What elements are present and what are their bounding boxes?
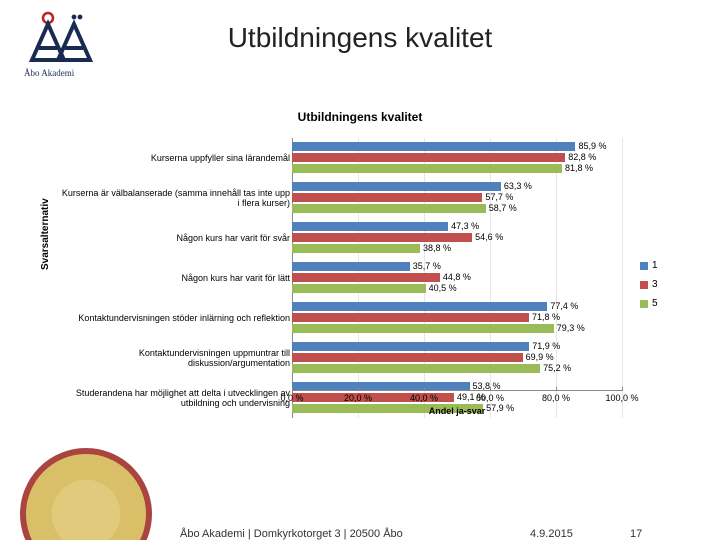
bar-value-label: 82,8 % xyxy=(568,152,596,162)
bar-value-label: 63,3 % xyxy=(504,181,532,191)
bar: 54,6 % xyxy=(292,233,472,242)
bar: 85,9 % xyxy=(292,142,575,151)
legend-item: 1 xyxy=(640,260,658,271)
bar-value-label: 40,5 % xyxy=(429,283,457,293)
bar: 35,7 % xyxy=(292,262,410,271)
bar: 47,3 % xyxy=(292,222,448,231)
legend-item: 5 xyxy=(640,298,658,309)
bar-value-label: 57,7 % xyxy=(485,192,513,202)
chart-row: Kurserna uppfyller sina lärandemål85,9 %… xyxy=(60,138,660,178)
bar-value-label: 35,7 % xyxy=(413,261,441,271)
x-tick-label: 80,0 % xyxy=(542,393,570,403)
bar-group: 85,9 %82,8 %81,8 % xyxy=(292,141,622,175)
bar-value-label: 38,8 % xyxy=(423,243,451,253)
bar: 81,8 % xyxy=(292,164,562,173)
x-axis-title: Andel ja-svar xyxy=(292,406,622,416)
y-axis-label: Svarsalternativ xyxy=(40,198,51,270)
category-label: Någon kurs har varit för svår xyxy=(60,218,290,258)
svg-text:Åbo Akademi: Åbo Akademi xyxy=(24,68,75,78)
bar: 82,8 % xyxy=(292,153,565,162)
bar-group: 47,3 %54,6 %38,8 % xyxy=(292,221,622,255)
x-tick-label: 0,0 % xyxy=(280,393,303,403)
bar-value-label: 58,7 % xyxy=(489,203,517,213)
footer-address: Åbo Akademi | Domkyrkotorget 3 | 20500 Å… xyxy=(180,528,403,540)
chart-row: Kurserna är välbalanserade (samma innehå… xyxy=(60,178,660,218)
chart-row: Kontaktundervisningen stöder inlärning o… xyxy=(60,298,660,338)
slide: Åbo Akademi Utbildningens kvalitet Svars… xyxy=(0,0,720,540)
legend-label: 3 xyxy=(652,279,658,290)
bar: 71,9 % xyxy=(292,342,529,351)
chart: Utbildningens kvalitet Kurserna uppfylle… xyxy=(60,110,660,418)
category-label: Studerandena har möjlighet att delta i u… xyxy=(60,378,290,418)
bar-value-label: 77,4 % xyxy=(550,301,578,311)
bar: 77,4 % xyxy=(292,302,547,311)
x-tick-label: 60,0 % xyxy=(476,393,504,403)
bar-group: 63,3 %57,7 %58,7 % xyxy=(292,181,622,215)
x-tick-label: 20,0 % xyxy=(344,393,372,403)
bar-value-label: 71,8 % xyxy=(532,312,560,322)
bar-group: 35,7 %44,8 %40,5 % xyxy=(292,261,622,295)
bar: 57,7 % xyxy=(292,193,482,202)
chart-row: Någon kurs har varit för lätt35,7 %44,8 … xyxy=(60,258,660,298)
bar-value-label: 44,8 % xyxy=(443,272,471,282)
bar-value-label: 79,3 % xyxy=(557,323,585,333)
bar: 44,8 % xyxy=(292,273,440,282)
chart-row: Någon kurs har varit för svår47,3 %54,6 … xyxy=(60,218,660,258)
bar: 40,5 % xyxy=(292,284,426,293)
legend-label: 1 xyxy=(652,260,658,271)
bar-value-label: 54,6 % xyxy=(475,232,503,242)
seal-graphic xyxy=(20,448,152,540)
bar-value-label: 75,2 % xyxy=(543,363,571,373)
chart-title: Utbildningens kvalitet xyxy=(60,110,660,124)
bar: 75,2 % xyxy=(292,364,540,373)
legend: 1 3 5 xyxy=(640,260,658,317)
bar-group: 71,9 %69,9 %75,2 % xyxy=(292,341,622,375)
legend-label: 5 xyxy=(652,298,658,309)
bar: 69,9 % xyxy=(292,353,523,362)
legend-item: 3 xyxy=(640,279,658,290)
legend-swatch xyxy=(640,281,648,289)
category-label: Kontaktundervisningen stöder inlärning o… xyxy=(60,298,290,338)
legend-swatch xyxy=(640,262,648,270)
footer-date: 4.9.2015 xyxy=(530,528,573,540)
bar: 79,3 % xyxy=(292,324,554,333)
bar: 63,3 % xyxy=(292,182,501,191)
chart-row: Kontaktundervisningen uppmuntrar till di… xyxy=(60,338,660,378)
page-title: Utbildningens kvalitet xyxy=(0,22,720,54)
bar: 38,8 % xyxy=(292,244,420,253)
plot-area: Kurserna uppfyller sina lärandemål85,9 %… xyxy=(60,138,660,418)
category-label: Kurserna uppfyller sina lärandemål xyxy=(60,138,290,178)
footer-page: 17 xyxy=(630,528,642,540)
bar: 71,8 % xyxy=(292,313,529,322)
bar-value-label: 47,3 % xyxy=(451,221,479,231)
category-label: Kontaktundervisningen uppmuntrar till di… xyxy=(60,338,290,378)
bar-value-label: 69,9 % xyxy=(526,352,554,362)
bar-group: 77,4 %71,8 %79,3 % xyxy=(292,301,622,335)
bar: 58,7 % xyxy=(292,204,486,213)
x-tick-label: 40,0 % xyxy=(410,393,438,403)
bar-value-label: 85,9 % xyxy=(578,141,606,151)
legend-swatch xyxy=(640,300,648,308)
bar-value-label: 81,8 % xyxy=(565,163,593,173)
x-tick-label: 100,0 % xyxy=(605,393,638,403)
category-label: Kurserna är välbalanserade (samma innehå… xyxy=(60,178,290,218)
category-label: Någon kurs har varit för lätt xyxy=(60,258,290,298)
bar-value-label: 71,9 % xyxy=(532,341,560,351)
